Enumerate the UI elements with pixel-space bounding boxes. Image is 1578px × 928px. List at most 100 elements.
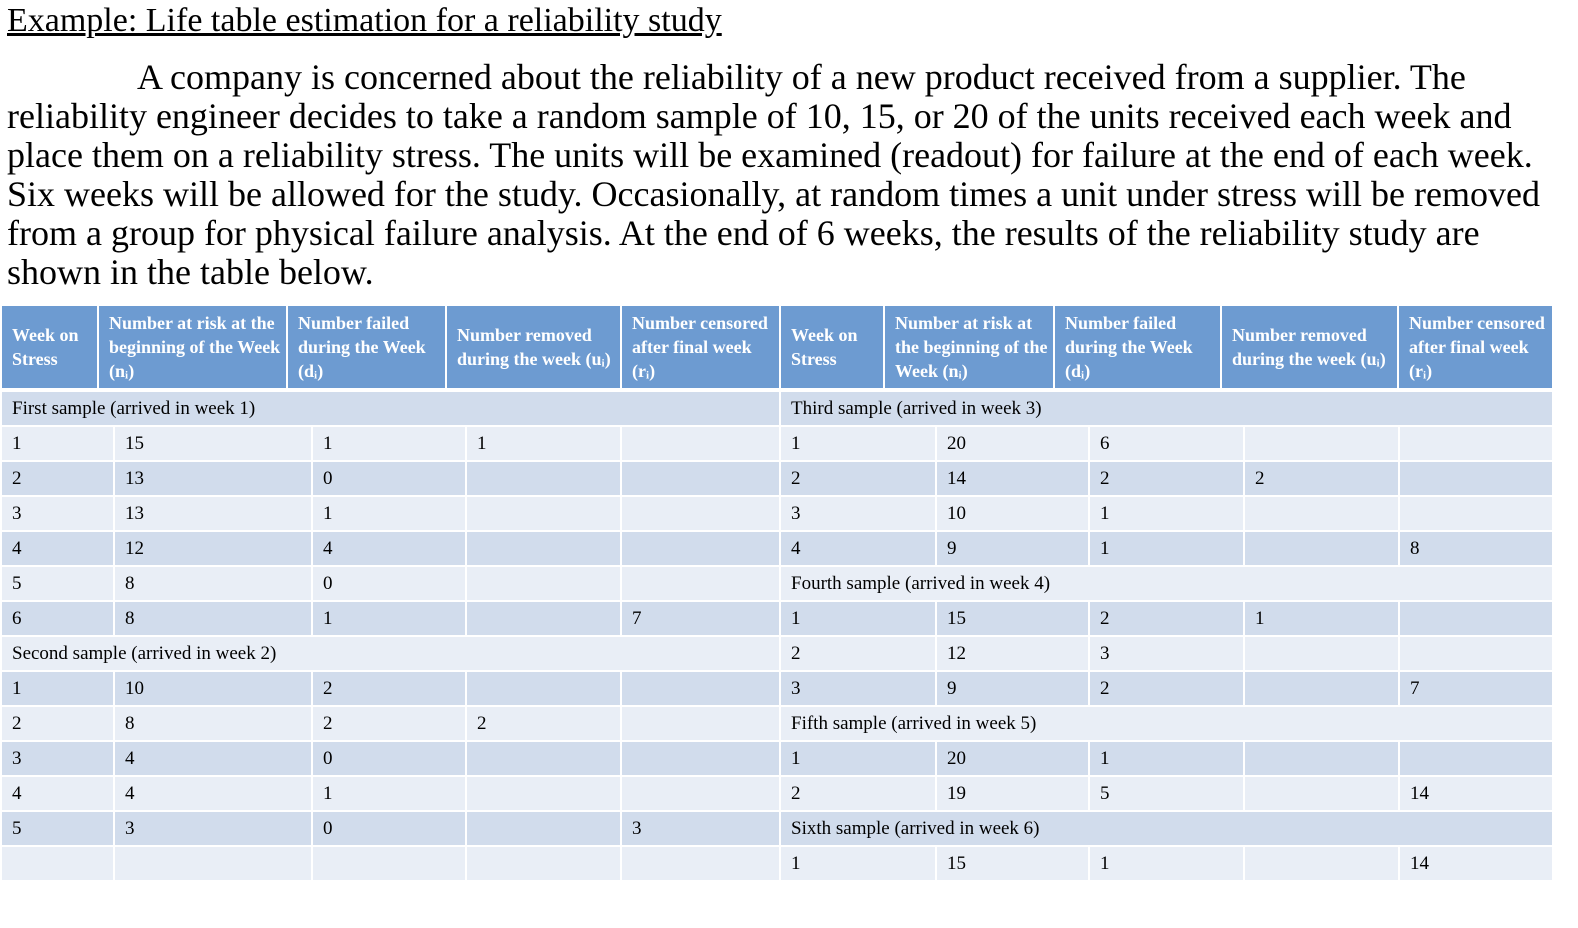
table-cell: 14 bbox=[935, 460, 1090, 497]
table-cell: 3 bbox=[1088, 635, 1245, 672]
table-cell: 4 bbox=[311, 530, 467, 567]
table-cell bbox=[1243, 635, 1400, 672]
table-header: Week on Stress Number at risk at the begi… bbox=[0, 304, 1554, 390]
title: Example: Life table estimation for a rel… bbox=[7, 2, 722, 39]
column-header: Number at risk at the beginning of the W… bbox=[883, 304, 1055, 390]
table-cell: 2 bbox=[311, 670, 467, 707]
table-cell bbox=[620, 670, 781, 707]
table-cell: 7 bbox=[620, 600, 781, 637]
table-cell: 15 bbox=[935, 600, 1090, 637]
table-row: 3 4 0 1 20 1 bbox=[0, 740, 1555, 777]
table-cell bbox=[0, 845, 115, 882]
table-cell: 20 bbox=[935, 425, 1090, 462]
table-row: 1 15 1 14 bbox=[0, 845, 1555, 882]
table-cell: 2 bbox=[311, 705, 467, 742]
table-cell bbox=[1397, 425, 1555, 462]
column-header: Week on Stress bbox=[779, 304, 885, 390]
table-row: 2 13 0 2 14 2 2 bbox=[0, 460, 1555, 497]
table-cell bbox=[1397, 740, 1555, 777]
table-cell: 7 bbox=[1397, 670, 1555, 707]
table-cell: 1 bbox=[1088, 740, 1245, 777]
table-cell bbox=[620, 495, 781, 532]
table-cell: 3 bbox=[0, 495, 115, 532]
table-cell: 4 bbox=[0, 775, 115, 812]
section-label: First sample (arrived in week 1) bbox=[0, 390, 781, 427]
table-cell: 2 bbox=[779, 635, 937, 672]
table-cell: 0 bbox=[311, 740, 467, 777]
table-cell: 1 bbox=[1243, 600, 1400, 637]
table-cell: 4 bbox=[113, 775, 313, 812]
table-cell bbox=[620, 775, 781, 812]
table-cell bbox=[1397, 460, 1555, 497]
table-cell: 0 bbox=[311, 565, 467, 602]
table-cell: 13 bbox=[113, 460, 313, 497]
column-header: Number removed during the week (uᵢ) bbox=[1220, 304, 1399, 390]
table-cell: 0 bbox=[311, 460, 467, 497]
table-cell: 2 bbox=[1088, 460, 1245, 497]
table-cell: 6 bbox=[1088, 425, 1245, 462]
table-cell bbox=[1397, 600, 1555, 637]
intro-line: shown in the table below. bbox=[7, 252, 374, 292]
table-cell: 5 bbox=[0, 565, 115, 602]
table-cell bbox=[465, 810, 622, 847]
column-header: Number at risk at the beginning of the W… bbox=[97, 304, 288, 390]
column-header: Number failed during the Week (dᵢ) bbox=[286, 304, 447, 390]
table-cell: 2 bbox=[779, 460, 937, 497]
section-label: Second sample (arrived in week 2) bbox=[0, 635, 781, 672]
table-cell bbox=[465, 775, 622, 812]
intro-line: place them on a reliability stress. The … bbox=[7, 135, 1533, 175]
table-cell bbox=[620, 425, 781, 462]
table-row: First sample (arrived in week 1) Third sa… bbox=[0, 390, 1555, 427]
intro-line: reliability engineer decides to take a r… bbox=[7, 96, 1512, 136]
table-cell: 8 bbox=[113, 705, 313, 742]
table-cell bbox=[620, 705, 781, 742]
table-cell: 9 bbox=[935, 530, 1090, 567]
intro: A company is concerned about the reliabi… bbox=[7, 58, 1540, 292]
table-cell: 10 bbox=[113, 670, 313, 707]
section-label: Sixth sample (arrived in week 6) bbox=[778, 810, 1555, 847]
table-cell: 1 bbox=[779, 425, 937, 462]
table-cell: 2 bbox=[0, 705, 115, 742]
table-cell: 6 bbox=[0, 600, 115, 637]
table-cell: 13 bbox=[113, 495, 313, 532]
table-cell: 1 bbox=[779, 845, 937, 882]
table-cell bbox=[113, 845, 313, 882]
table-cell bbox=[465, 670, 622, 707]
table-cell: 1 bbox=[0, 425, 115, 462]
table-cell bbox=[311, 845, 467, 882]
table-cell: 2 bbox=[1088, 670, 1245, 707]
table-row: 5 8 0 Fourth sample (arrived in week 4) bbox=[0, 565, 1555, 602]
section-label: Third sample (arrived in week 3) bbox=[778, 390, 1555, 427]
table-cell: 2 bbox=[1088, 600, 1245, 637]
table-cell: 1 bbox=[311, 425, 467, 462]
table-row: 4 12 4 4 9 1 8 bbox=[0, 530, 1555, 567]
table-cell: 2 bbox=[0, 460, 115, 497]
table-cell: 8 bbox=[113, 565, 313, 602]
table-cell: 1 bbox=[1088, 495, 1245, 532]
table-cell: 20 bbox=[935, 740, 1090, 777]
table-cell: 14 bbox=[1397, 775, 1555, 812]
table-cell bbox=[465, 845, 622, 882]
intro-line: from a group for physical failure analys… bbox=[7, 213, 1480, 253]
column-header: Number failed during the Week (dᵢ) bbox=[1053, 304, 1222, 390]
section-label: Fifth sample (arrived in week 5) bbox=[778, 705, 1555, 742]
table-cell: 1 bbox=[311, 775, 467, 812]
section-label: Fourth sample (arrived in week 4) bbox=[778, 565, 1555, 602]
table-cell bbox=[465, 495, 622, 532]
table-row: 2 8 2 2 Fifth sample (arrived in week 5) bbox=[0, 705, 1555, 742]
table-row: 4 4 1 2 19 5 14 bbox=[0, 775, 1555, 812]
table-row: Second sample (arrived in week 2) 2 12 3 bbox=[0, 635, 1555, 672]
table-cell bbox=[620, 530, 781, 567]
table-cell: 1 bbox=[0, 670, 115, 707]
table-cell: 3 bbox=[113, 810, 313, 847]
table-cell bbox=[465, 460, 622, 497]
table-cell bbox=[1397, 495, 1555, 532]
table-cell: 15 bbox=[935, 845, 1090, 882]
table-cell bbox=[465, 740, 622, 777]
table-cell bbox=[1243, 670, 1400, 707]
table-cell: 12 bbox=[113, 530, 313, 567]
table-body: First sample (arrived in week 1) Third sa… bbox=[0, 390, 1555, 882]
table-cell bbox=[620, 845, 781, 882]
table-cell: 9 bbox=[935, 670, 1090, 707]
table-cell: 3 bbox=[779, 670, 937, 707]
